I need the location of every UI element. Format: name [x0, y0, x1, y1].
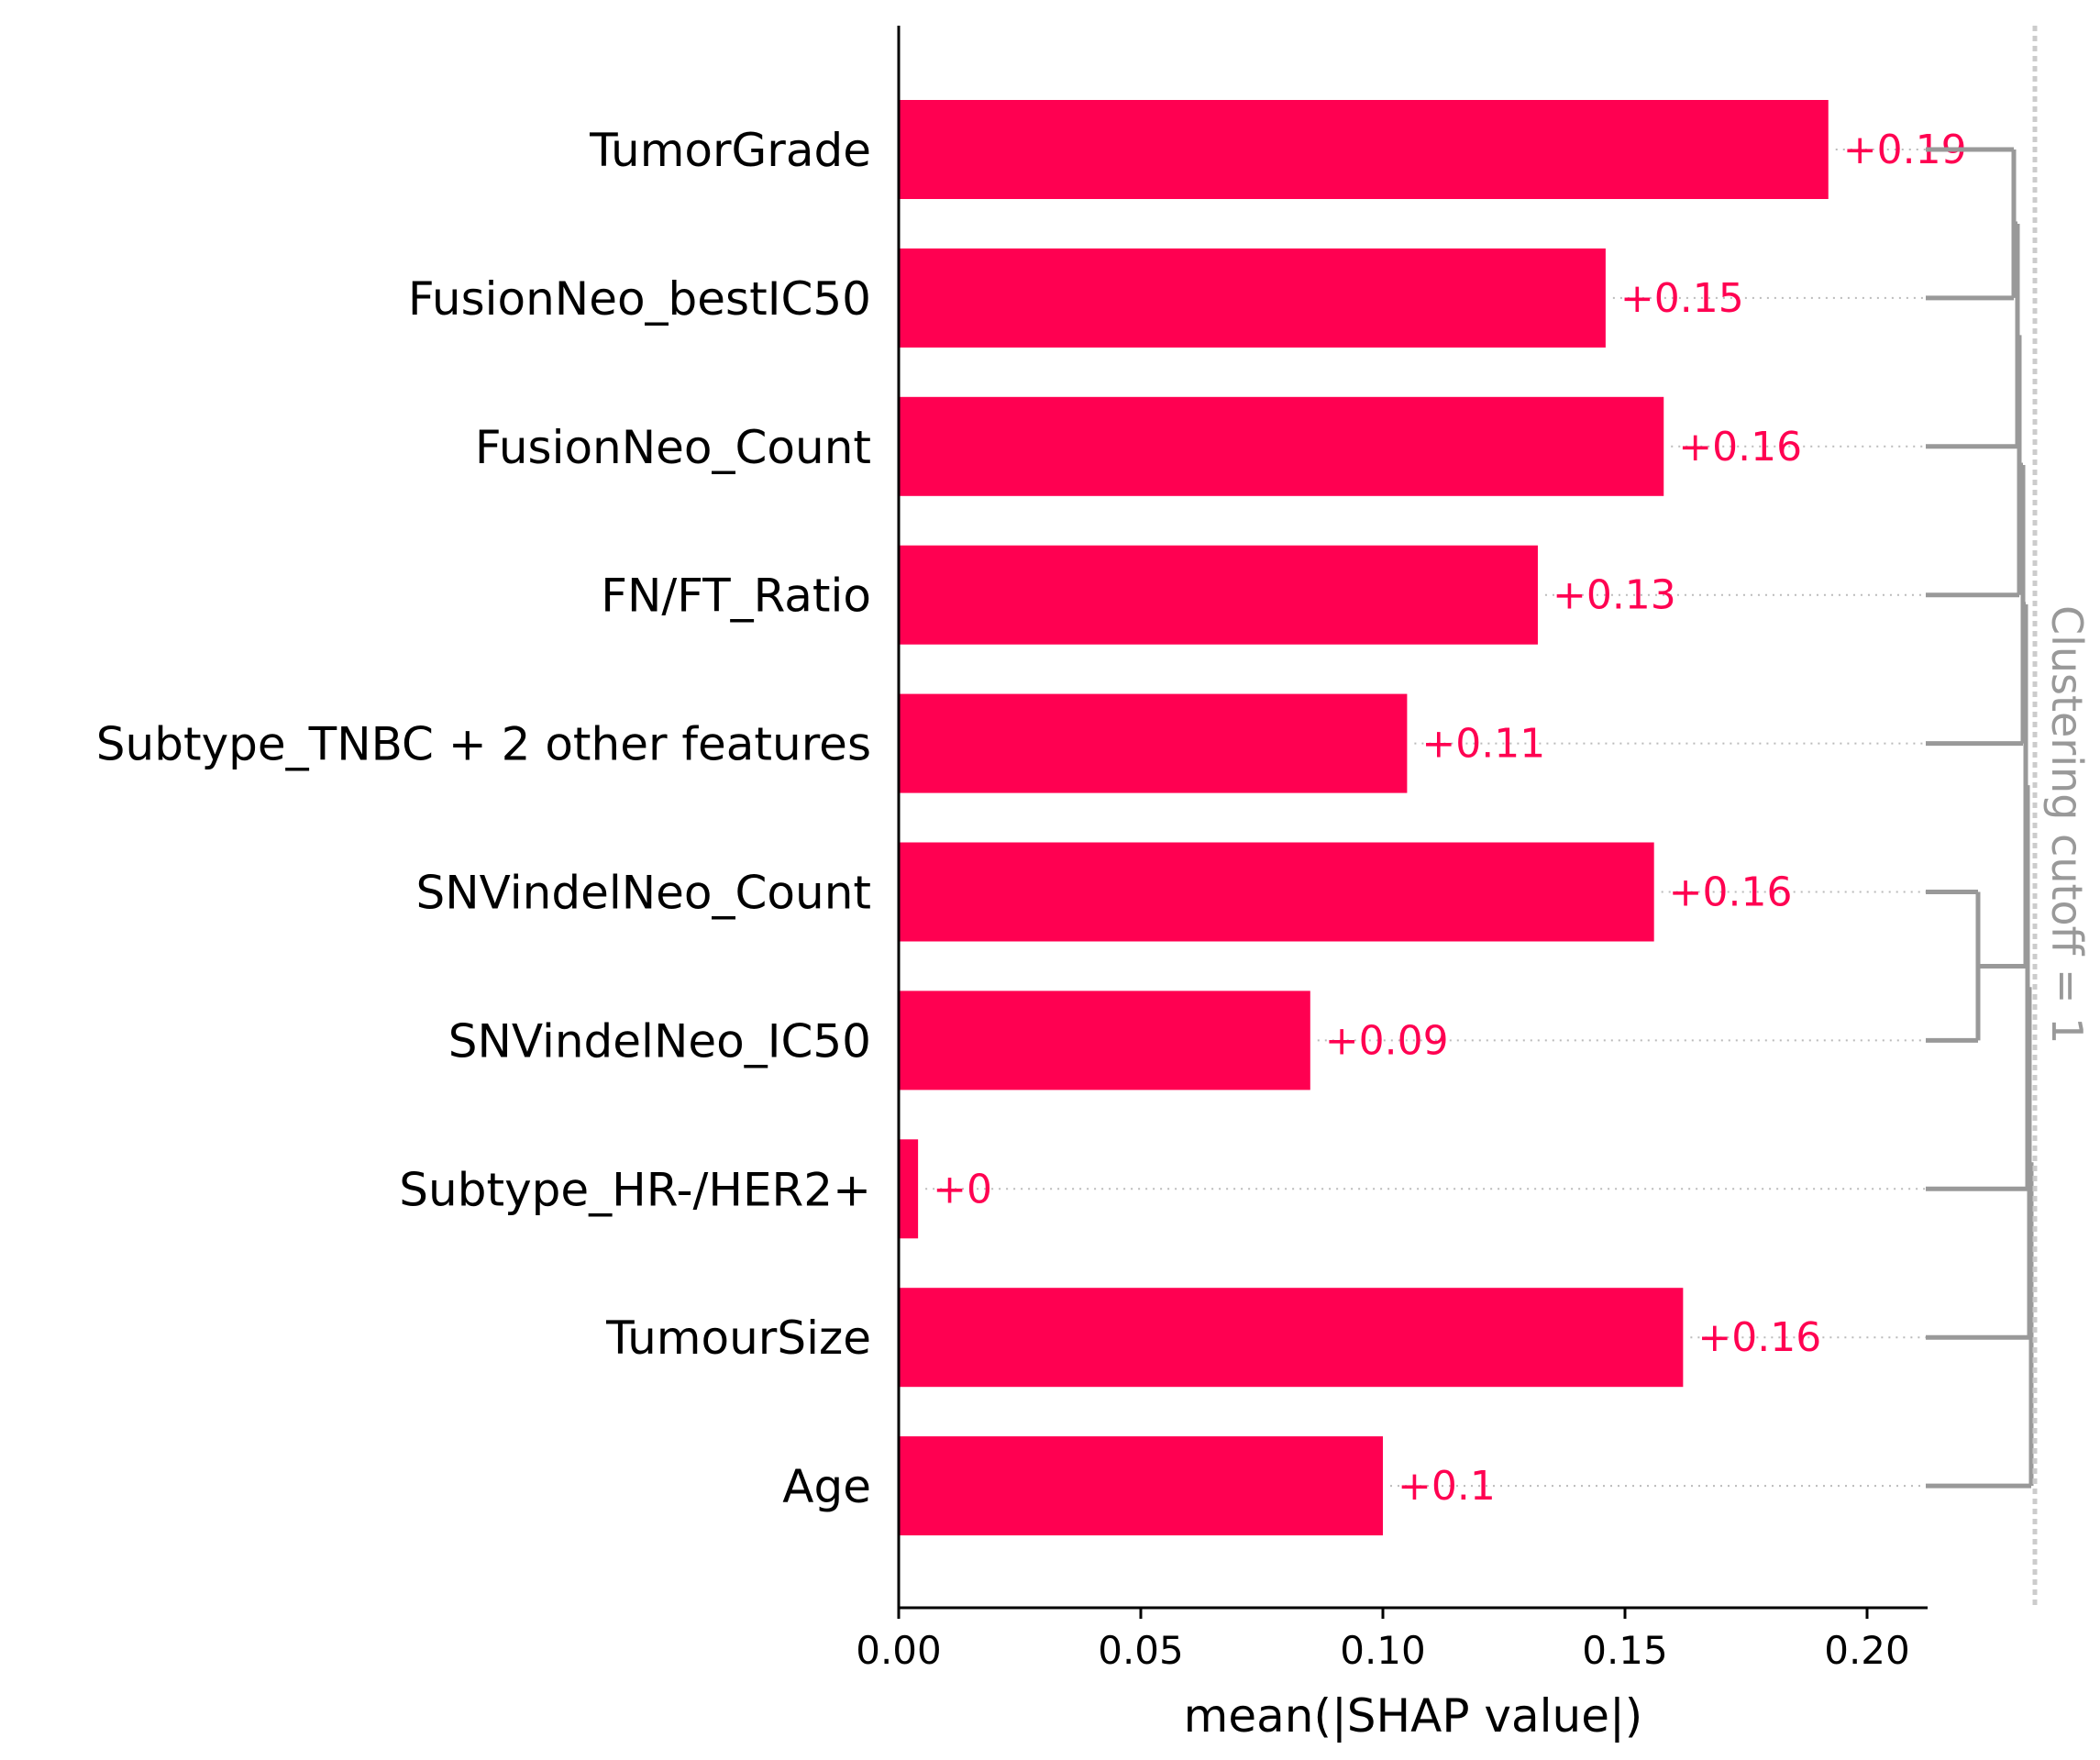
data-label: +0.16	[1697, 1314, 1821, 1361]
data-label: +0.15	[1620, 275, 1744, 322]
bar	[899, 100, 1829, 199]
feature-label: FN/FT_Ratio	[601, 570, 871, 623]
bar	[899, 396, 1664, 496]
bar	[899, 1436, 1383, 1536]
feature-label: Subtype_TNBC + 2 other features	[96, 718, 871, 771]
feature-label: TumorGrade	[589, 124, 871, 177]
bar	[899, 1139, 919, 1239]
feature-label: TumourSize	[605, 1312, 871, 1365]
data-label: +0	[933, 1166, 992, 1212]
data-label: +0.16	[1669, 869, 1793, 916]
bar	[899, 248, 1606, 348]
bar	[899, 693, 1408, 793]
x-ticks: 0.00 0.05 0.10 0.15 0.20	[856, 1608, 1910, 1673]
value-guide-lines	[925, 149, 1926, 1488]
data-label: +0.09	[1325, 1017, 1449, 1064]
x-tick-label: 0.10	[1340, 1628, 1426, 1673]
x-tick-label: 0.00	[856, 1628, 942, 1673]
value-labels: +0.19+0.15+0.16+0.13+0.11+0.16+0.09+0+0.…	[933, 127, 1966, 1510]
x-tick-label: 0.05	[1098, 1628, 1184, 1673]
feature-label: FusionNeo_bestIC50	[408, 272, 871, 326]
feature-label: Age	[782, 1460, 871, 1513]
axes	[897, 26, 1928, 1610]
feature-label: SNVindelNeo_IC50	[448, 1014, 871, 1068]
x-axis-title: mean(|SHAP value|)	[1184, 1689, 1643, 1743]
feature-label: Subtype_HR-/HER2+	[399, 1163, 871, 1216]
x-tick-label: 0.20	[1824, 1628, 1910, 1673]
clustering-dendrogram	[1926, 147, 2034, 1489]
bar	[899, 545, 1538, 645]
feature-label: SNVindelNeo_Count	[416, 867, 871, 920]
bar	[899, 991, 1310, 1090]
data-label: +0.1	[1398, 1463, 1496, 1510]
bar	[899, 842, 1654, 942]
data-label: +0.13	[1553, 572, 1676, 619]
data-label: +0.16	[1678, 424, 1802, 470]
x-tick-label: 0.15	[1582, 1628, 1668, 1673]
bars	[899, 100, 1829, 1536]
cutoff-label: Clustering cutoff = 1	[2042, 605, 2092, 1044]
feature-labels: TumorGrade FusionNeo_bestIC50 FusionNeo_Co…	[96, 124, 871, 1513]
feature-label: FusionNeo_Count	[475, 421, 871, 474]
bar	[899, 1288, 1684, 1388]
data-label: +0.11	[1421, 721, 1545, 768]
